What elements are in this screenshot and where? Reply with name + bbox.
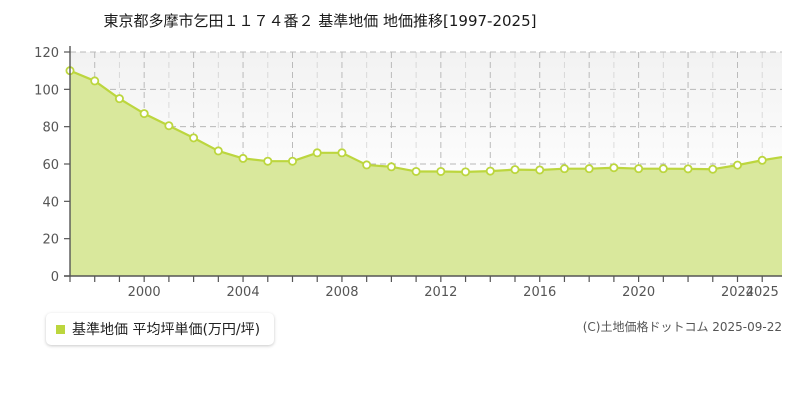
data-point-marker[interactable] <box>114 94 124 104</box>
chart-legend[interactable]: 基準地価 平均坪単価(万円/坪) <box>46 313 275 345</box>
x-axis-tick-label: 2012 <box>424 285 457 300</box>
y-axis-tick-label: 120 <box>34 46 59 61</box>
data-point-marker[interactable] <box>683 164 693 174</box>
data-point-marker[interactable] <box>139 109 149 119</box>
data-point-marker[interactable] <box>189 133 199 143</box>
y-axis-tick-label: 60 <box>42 158 59 173</box>
data-point-marker[interactable] <box>535 165 545 175</box>
page-title: 東京都多摩市乞田１１７４番２ 基準地価 地価推移[1997-2025] <box>103 12 537 30</box>
copyright-credit: (C)土地価格ドットコム 2025-09-22 <box>582 320 782 334</box>
y-axis-tick-label: 80 <box>42 121 59 136</box>
data-point-marker[interactable] <box>510 165 520 175</box>
data-point-marker[interactable] <box>559 164 569 174</box>
x-axis-tick-label: 2008 <box>325 285 358 300</box>
series-area-path <box>70 70 782 277</box>
y-axis-labels: 0 20 40 60 80 100 120 <box>34 46 59 285</box>
data-point-marker[interactable] <box>312 148 322 158</box>
data-point-marker[interactable] <box>386 162 396 172</box>
data-point-marker[interactable] <box>634 164 644 174</box>
y-axis-tick-label: 40 <box>42 195 59 210</box>
data-point-marker[interactable] <box>609 163 619 173</box>
data-point-marker[interactable] <box>757 155 767 165</box>
x-axis-tick-label: 2024 <box>721 285 754 300</box>
data-point-marker[interactable] <box>411 166 421 176</box>
data-point-marker[interactable] <box>584 164 594 174</box>
data-point-marker[interactable] <box>733 160 743 170</box>
axes <box>64 46 782 282</box>
y-axis-tick-label: 100 <box>34 83 59 98</box>
data-point-marker[interactable] <box>461 167 471 177</box>
data-point-marker[interactable] <box>362 160 372 170</box>
y-axis-tick-label: 0 <box>51 270 59 285</box>
data-point-marker[interactable] <box>658 164 668 174</box>
legend-swatch-icon <box>56 324 65 334</box>
data-point-marker[interactable] <box>436 166 446 176</box>
data-point-marker[interactable] <box>238 153 248 163</box>
data-point-marker[interactable] <box>485 166 495 176</box>
x-axis-tick-label: 2020 <box>622 285 655 300</box>
data-point-marker[interactable] <box>213 146 223 156</box>
x-axis-tick-label: 2025 <box>746 285 779 300</box>
data-point-marker[interactable] <box>263 156 273 166</box>
x-axis-tick-label: 2000 <box>128 285 161 300</box>
y-axis-tick-label: 20 <box>42 233 59 248</box>
data-point-marker[interactable] <box>287 156 297 166</box>
data-point-marker[interactable] <box>164 121 174 131</box>
x-axis-tick-label: 2016 <box>523 285 556 300</box>
legend-label: 基準地価 平均坪単価(万円/坪) <box>72 322 261 338</box>
data-point-marker[interactable] <box>90 76 100 86</box>
x-axis-tick-label: 2004 <box>227 285 260 300</box>
data-point-marker[interactable] <box>708 164 718 174</box>
data-point-marker[interactable] <box>337 148 347 158</box>
series-area <box>70 70 782 277</box>
